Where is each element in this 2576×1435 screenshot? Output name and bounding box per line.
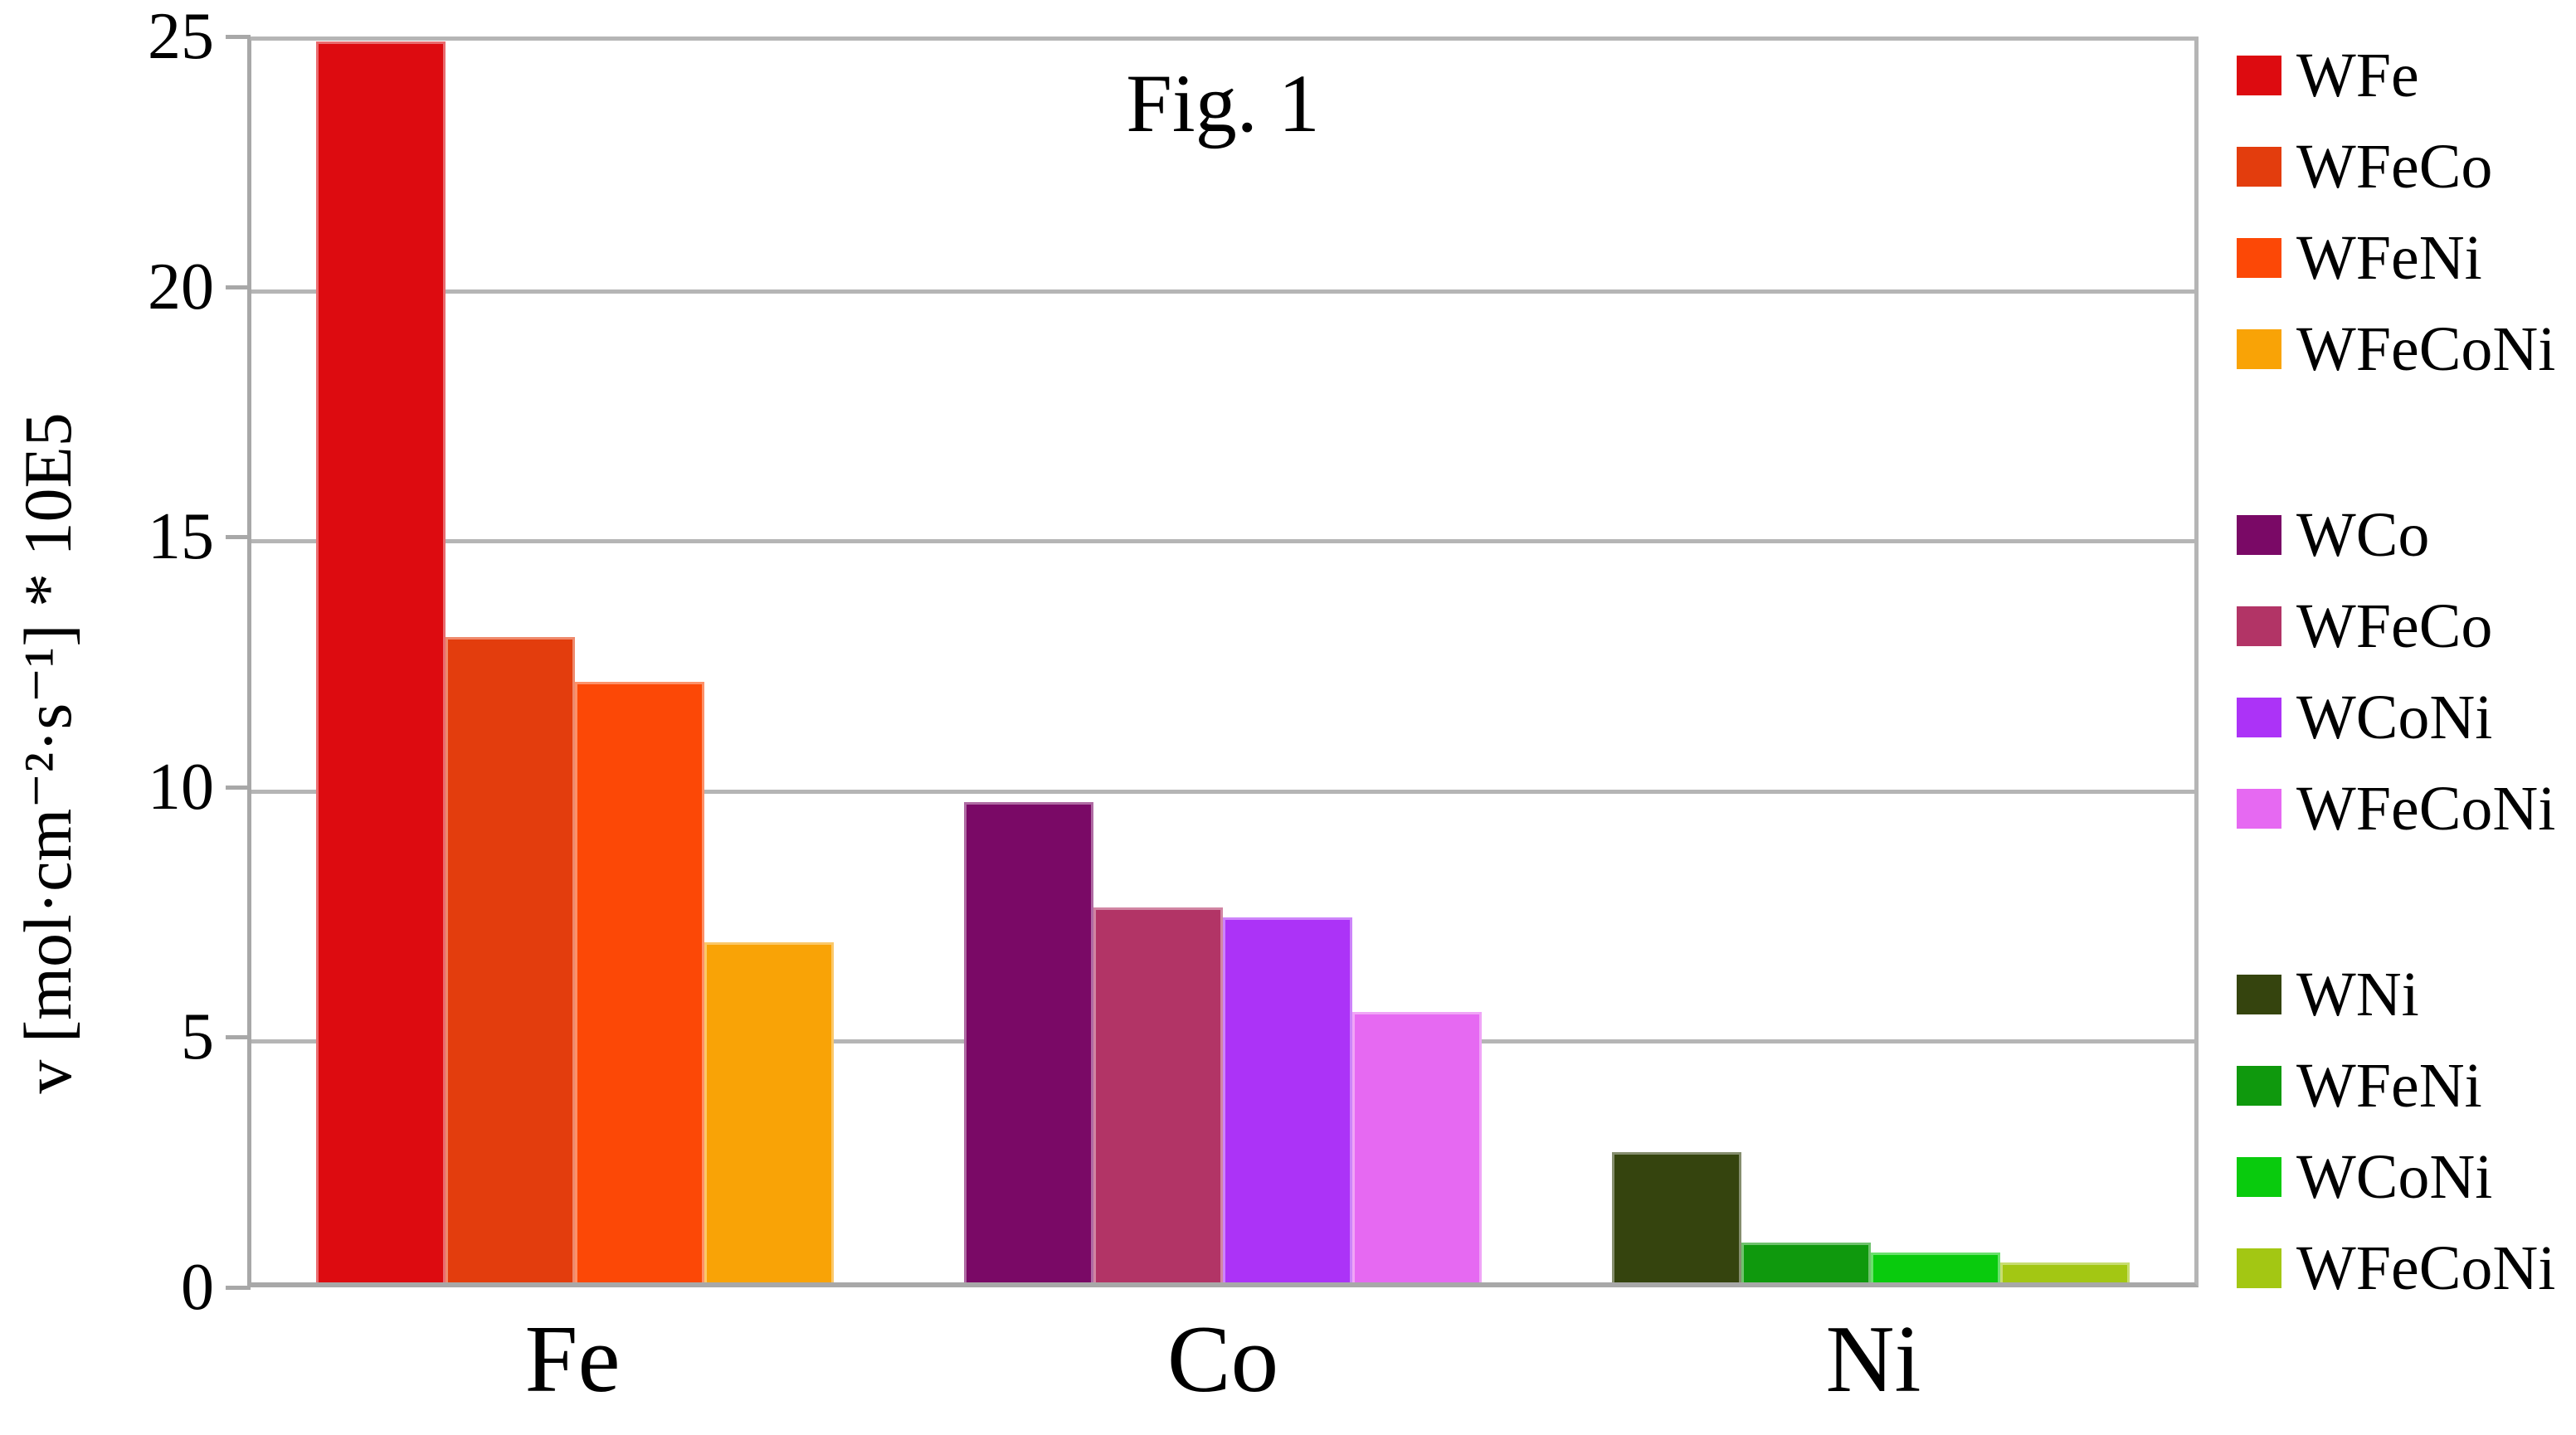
legend-swatch-icon — [2237, 789, 2281, 829]
x-category-label-Ni: Ni — [1825, 1306, 1921, 1412]
bar-Co-WFeCoNi — [1352, 1012, 1482, 1282]
legend-entry-Ni-WNi: WNi — [2237, 949, 2569, 1040]
legend-swatch-icon — [2237, 698, 2281, 737]
legend-label: WFeCoNi — [2296, 1233, 2556, 1303]
y-tickmark-0 — [226, 1286, 251, 1290]
y-tick-label-5: 5 — [181, 1000, 214, 1074]
legend-label: WCoNi — [2296, 683, 2493, 752]
legend-label: WFeCo — [2296, 132, 2493, 202]
legend-swatch-icon — [2237, 975, 2281, 1014]
bar-group-Co — [899, 41, 1547, 1282]
bar-Co-WFeCo — [1093, 907, 1223, 1282]
y-tickmark-25 — [226, 35, 251, 39]
y-tickmark-20 — [226, 285, 251, 289]
x-axis-labels: Fe Co Ni — [247, 1307, 2199, 1411]
legend-group-Ni: WNi WFeNi WCoNi WFeCoNi — [2237, 949, 2569, 1314]
gridline-15 — [251, 539, 2194, 544]
chart-title: Fig. 1 — [1126, 57, 1320, 149]
legend-entry-Co-WCoNi: WCoNi — [2237, 672, 2569, 763]
legend-label: WFe — [2296, 41, 2419, 110]
legend-label: WCoNi — [2296, 1142, 2493, 1212]
legend: WFe WFeCo WFeNi WFeCoNi WCo WFeCo WCoNi WFeCoNi… — [2237, 30, 2569, 1408]
legend-swatch-icon — [2237, 606, 2281, 646]
legend-entry-Fe-WFeCo: WFeCo — [2237, 121, 2569, 212]
legend-label: WFeCo — [2296, 591, 2493, 661]
y-tick-label-10: 10 — [148, 750, 214, 824]
bar-Ni-WNi — [1611, 1152, 1741, 1282]
bar-Ni-WCoNi — [1870, 1253, 2000, 1282]
legend-label: WNi — [2296, 960, 2419, 1029]
bar-group-Fe — [251, 41, 899, 1282]
bar-Fe-WFeCo — [446, 637, 576, 1282]
plot-area — [247, 36, 2199, 1287]
legend-group-Co: WCo WFeCo WCoNi WFeCoNi — [2237, 489, 2569, 854]
legend-entry-Ni-WFeCoNi: WFeCoNi — [2237, 1223, 2569, 1314]
y-tickmark-15 — [226, 535, 251, 540]
gridline-10 — [251, 789, 2194, 794]
bar-Fe-WFeCoNi — [704, 942, 835, 1282]
bar-Co-WCoNi — [1223, 917, 1352, 1282]
legend-label: WCo — [2296, 500, 2430, 570]
bar-Ni-WFeCoNi — [1999, 1262, 2130, 1282]
legend-entry-Co-WCo: WCo — [2237, 489, 2569, 581]
legend-swatch-icon — [2237, 56, 2281, 95]
y-tick-label-15: 15 — [148, 500, 214, 574]
bar-Fe-WFe — [316, 41, 446, 1282]
bar-groups — [251, 41, 2194, 1282]
legend-entry-Fe-WFeNi: WFeNi — [2237, 212, 2569, 304]
x-category-label-Co: Co — [1166, 1306, 1279, 1412]
legend-group-Fe: WFe WFeCo WFeNi WFeCoNi — [2237, 30, 2569, 395]
legend-label: WFeNi — [2296, 1051, 2482, 1121]
legend-swatch-icon — [2237, 1066, 2281, 1106]
y-tick-label-0: 0 — [181, 1251, 214, 1324]
legend-entry-Fe-WFe: WFe — [2237, 30, 2569, 121]
bar-Ni-WFeNi — [1741, 1243, 1871, 1282]
y-tick-label-20: 20 — [148, 250, 214, 323]
legend-entry-Co-WFeCo: WFeCo — [2237, 581, 2569, 672]
legend-swatch-icon — [2237, 1157, 2281, 1197]
legend-swatch-icon — [2237, 147, 2281, 187]
y-tickmark-10 — [226, 785, 251, 790]
legend-entry-Ni-WFeNi: WFeNi — [2237, 1040, 2569, 1131]
legend-swatch-icon — [2237, 238, 2281, 278]
legend-label: WFeNi — [2296, 223, 2482, 293]
legend-label: WFeCoNi — [2296, 774, 2556, 844]
legend-swatch-icon — [2237, 329, 2281, 369]
bar-group-Ni — [1546, 41, 2194, 1282]
bar-Fe-WFeNi — [575, 682, 705, 1282]
x-category-label-Fe: Fe — [524, 1306, 621, 1412]
legend-entry-Ni-WCoNi: WCoNi — [2237, 1131, 2569, 1223]
y-tick-label-25: 25 — [148, 0, 214, 73]
gridline-20 — [251, 289, 2194, 294]
legend-swatch-icon — [2237, 1248, 2281, 1288]
legend-entry-Co-WFeCoNi: WFeCoNi — [2237, 763, 2569, 854]
y-tickmark-5 — [226, 1035, 251, 1040]
legend-entry-Fe-WFeCoNi: WFeCoNi — [2237, 304, 2569, 395]
bar-Co-WCo — [964, 802, 1093, 1282]
legend-label: WFeCoNi — [2296, 314, 2556, 384]
legend-swatch-icon — [2237, 515, 2281, 555]
